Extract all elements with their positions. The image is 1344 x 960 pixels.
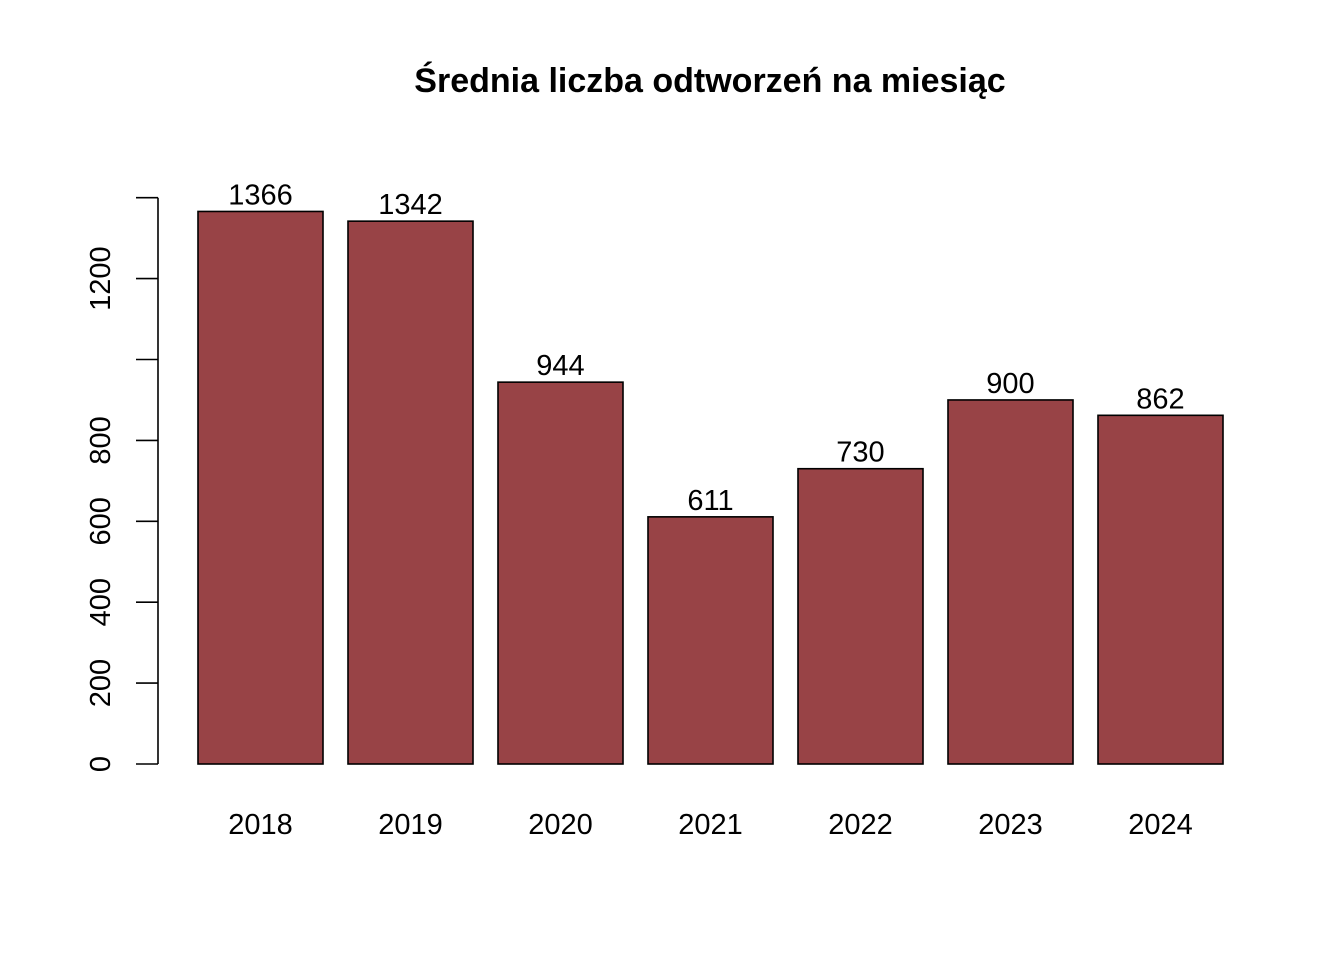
y-tick-label: 800 — [85, 416, 117, 464]
bar — [647, 516, 774, 765]
x-axis-labels: 2018 2019 2020 2021 2022 2023 2024 — [228, 809, 1193, 841]
bar — [947, 399, 1074, 765]
bar-value-label: 862 — [1136, 383, 1184, 415]
bars-group: 1366 1342 944 611 730 900 862 — [197, 179, 1224, 765]
y-tick-label: 400 — [85, 578, 117, 626]
y-tick-label: 200 — [85, 659, 117, 707]
bar-value-label: 900 — [986, 368, 1034, 400]
x-category-label: 2023 — [978, 809, 1043, 841]
y-tick-label: 0 — [85, 756, 117, 772]
bar — [1097, 414, 1224, 765]
bar-value-label: 1366 — [228, 179, 293, 211]
bar-value-label: 730 — [836, 437, 884, 469]
bar-value-label: 1342 — [378, 189, 443, 221]
bar — [197, 210, 324, 765]
bar-value-label: 944 — [536, 350, 584, 382]
bar — [797, 467, 924, 765]
bar-value-label: 611 — [687, 485, 733, 517]
bar — [347, 220, 474, 765]
x-category-label: 2020 — [528, 809, 593, 841]
x-category-label: 2018 — [228, 809, 293, 841]
y-axis: 0 200 400 600 800 1200 — [85, 196, 159, 772]
x-category-label: 2019 — [378, 809, 443, 841]
y-tick-label: 1200 — [85, 246, 117, 311]
bar — [497, 381, 624, 765]
x-category-label: 2021 — [678, 809, 743, 841]
x-category-label: 2022 — [828, 809, 893, 841]
chart-title: Średnia liczba odtworzeń na miesiąc — [414, 62, 1005, 100]
x-category-label: 2024 — [1128, 809, 1193, 841]
y-tick-label: 600 — [85, 497, 117, 545]
